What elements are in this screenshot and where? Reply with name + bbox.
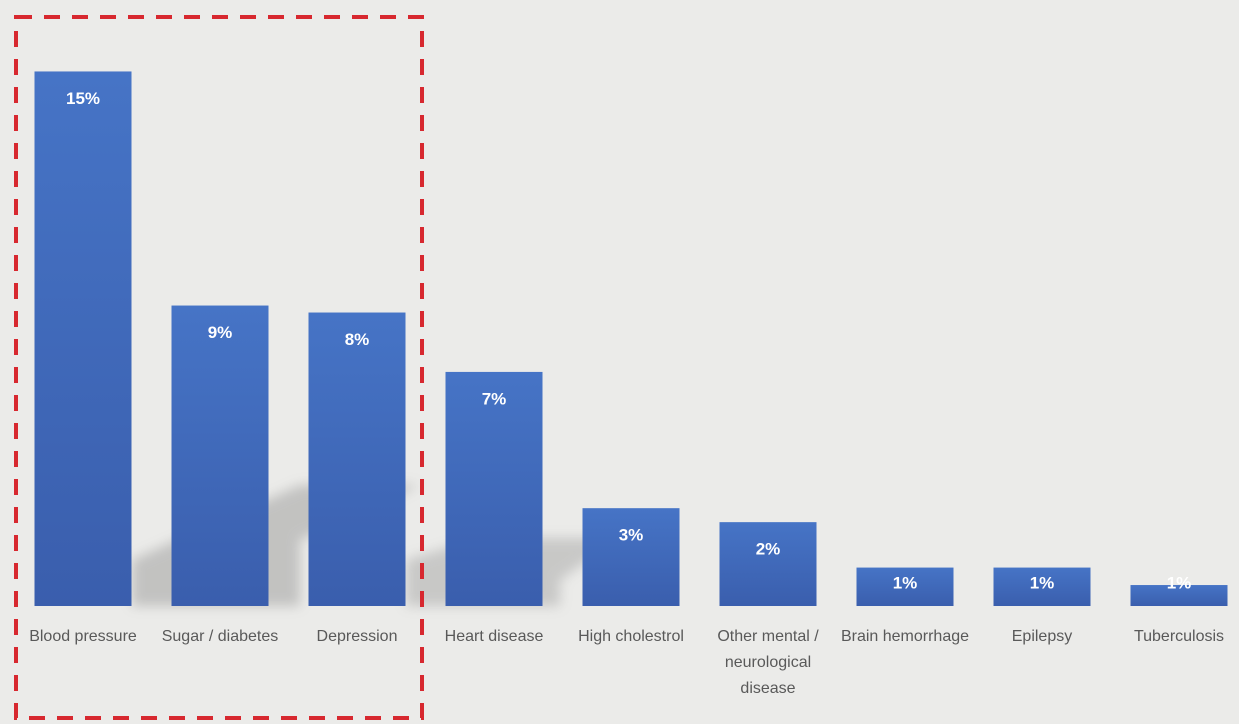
value-label: 2% — [756, 540, 781, 559]
value-label: 15% — [66, 89, 100, 108]
bar — [308, 312, 406, 606]
x-tick-label: Epilepsy — [1011, 628, 1073, 645]
bar — [445, 371, 543, 606]
x-tick-label: Sugar / diabetes — [161, 628, 279, 645]
bar — [856, 567, 954, 606]
value-label: 9% — [208, 323, 233, 342]
value-label: 1% — [1167, 573, 1192, 592]
x-tick-label: Other mental / neurological disease — [717, 628, 819, 697]
bar — [34, 71, 132, 607]
value-label: 1% — [893, 573, 918, 592]
value-label: 3% — [619, 526, 644, 545]
x-tick-label: Blood pressure — [29, 628, 137, 645]
value-label: 8% — [345, 330, 370, 349]
x-tick-label: High cholestrol — [578, 628, 684, 645]
bars: 15% 9% 8% 7% 3% 2% 1% 1% 1% — [34, 71, 1228, 607]
value-label: 1% — [1030, 573, 1055, 592]
bar — [171, 305, 269, 606]
bar — [582, 508, 680, 606]
x-tick-label: Brain hemorrhage — [840, 628, 970, 645]
x-tick-label: Depression — [316, 628, 398, 645]
x-tick-label: Tuberculosis — [1133, 628, 1225, 645]
highlight-box — [14, 15, 424, 720]
value-label: 7% — [482, 389, 507, 408]
bar — [1130, 585, 1228, 606]
bar — [719, 522, 817, 606]
x-tick-label: Heart disease — [444, 628, 544, 645]
bar — [993, 567, 1091, 606]
